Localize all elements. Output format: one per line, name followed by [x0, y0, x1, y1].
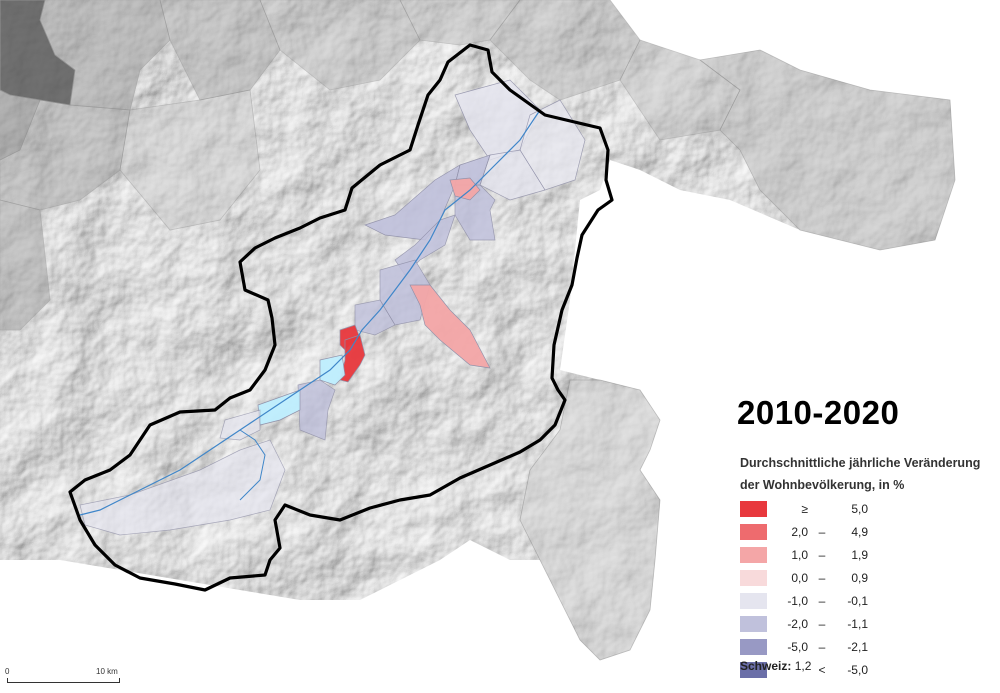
study-region-municipalities — [79, 79, 586, 536]
scale-bar — [7, 678, 120, 683]
legend-lower: -5,0 — [787, 640, 808, 654]
legend-separator: – — [818, 640, 826, 654]
legend-separator: – — [818, 548, 826, 562]
legend-row: -5,0 – -2,1 — [740, 636, 900, 659]
legend-separator: < — [818, 663, 826, 677]
legend-swatch — [740, 524, 767, 540]
legend-swatch — [740, 501, 767, 517]
legend: ≥ 5,0 2,0 – 4,9 1,0 – 1,9 0,0 – 0,9 -1,0… — [740, 498, 900, 682]
legend-row: 1,0 – 1,9 — [740, 544, 900, 567]
legend-separator: – — [818, 525, 826, 539]
tributary — [239, 429, 266, 501]
legend-swatch — [740, 547, 767, 563]
legend-lower: 0,0 — [791, 571, 808, 585]
legend-upper: 4,9 — [851, 525, 868, 539]
river — [79, 109, 541, 516]
legend-lower: -1,0 — [787, 594, 808, 608]
reference-number: 1,2 — [794, 659, 812, 673]
reference-value: Schweiz: 1,2 — [740, 659, 811, 673]
map-title: 2010-2020 — [737, 394, 900, 431]
legend-row: ≥ 5,0 — [740, 498, 900, 521]
legend-swatch — [740, 639, 767, 655]
legend-lower: 1,0 — [791, 548, 808, 562]
legend-swatch — [740, 570, 767, 586]
legend-separator: – — [818, 571, 826, 585]
legend-row: -1,0 – -0,1 — [740, 590, 900, 613]
legend-upper: 5,0 — [851, 502, 868, 516]
scale-start-label: 0 — [5, 667, 10, 676]
legend-separator: – — [818, 594, 826, 608]
neighbour-municipalities — [0, 0, 956, 661]
legend-upper: -0,1 — [847, 594, 868, 608]
legend-swatch — [740, 662, 767, 678]
legend-lower: ≥ — [801, 502, 808, 516]
reference-label: Schweiz: — [740, 659, 792, 673]
legend-swatch — [740, 593, 767, 609]
legend-row: 2,0 – 4,9 — [740, 521, 900, 544]
legend-upper: 1,9 — [851, 548, 868, 562]
legend-row: 0,0 – 0,9 — [740, 567, 900, 590]
legend-separator: – — [818, 617, 826, 631]
scale-end-label: 10 km — [96, 667, 118, 676]
legend-swatch — [740, 616, 767, 632]
study-area-boundary — [68, 43, 614, 592]
legend-upper: -1,1 — [847, 617, 868, 631]
legend-row: < -5,0 — [740, 659, 900, 682]
legend-upper: -2,1 — [847, 640, 868, 654]
legend-title: Durchschnittliche jährliche Veränderung … — [740, 456, 981, 492]
legend-lower: 2,0 — [791, 525, 808, 539]
legend-upper: 0,9 — [851, 571, 868, 585]
legend-lower: -2,0 — [787, 617, 808, 631]
legend-row: -2,0 – -1,1 — [740, 613, 900, 636]
legend-upper: -5,0 — [847, 663, 868, 677]
